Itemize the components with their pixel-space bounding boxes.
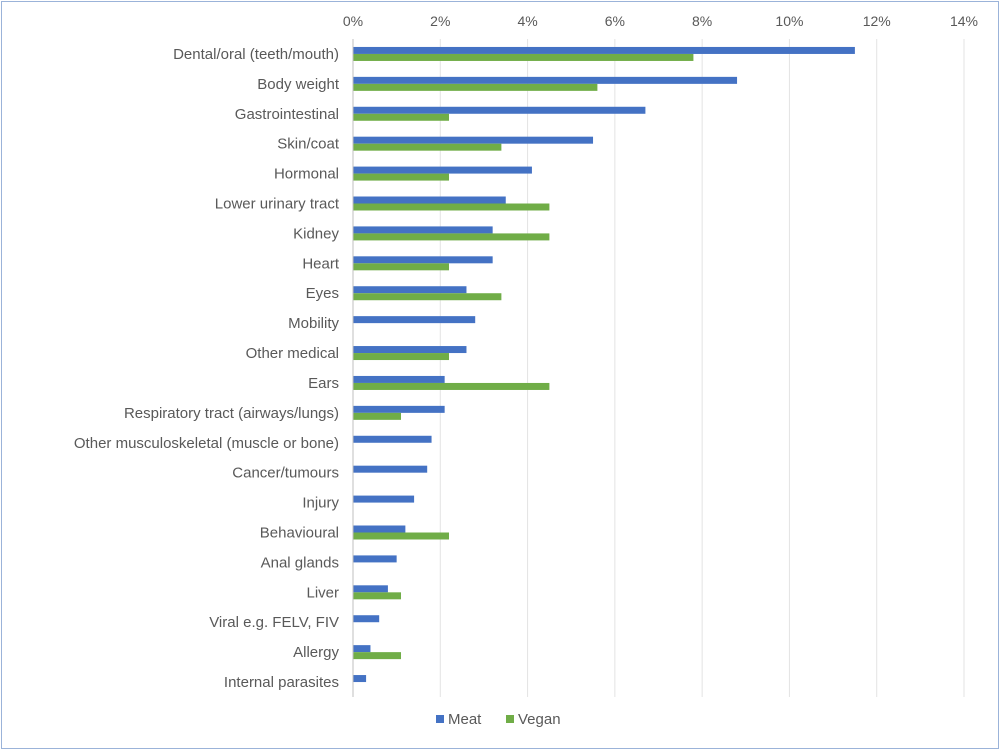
x-tick-label: 0% [343,13,363,29]
bar-vegan [353,592,402,600]
x-tick-label: 8% [692,13,712,29]
category-label: Ears [308,375,339,392]
legend-swatch-meat [436,715,444,723]
bar-meat [353,645,371,653]
x-tick-label: 12% [863,13,891,29]
bar-meat [353,346,467,354]
bar-vegan [353,652,402,660]
category-label: Cancer/tumours [232,465,339,482]
category-label: Dental/oral (teeth/mouth) [173,46,339,63]
bar-meat [353,256,493,264]
bar-vegan [353,53,694,61]
bar-vegan [353,173,450,181]
bars [353,46,855,683]
bar-meat [353,525,406,533]
category-label: Hormonal [274,166,339,183]
x-tick-label: 6% [605,13,625,29]
category-label: Lower urinary tract [215,196,340,213]
x-axis-ticks: 0% 2% 4% 6% 8% 10% 12% 14% [343,13,978,29]
bar-vegan [353,143,502,151]
category-label: Anal glands [261,554,339,571]
bar-meat [353,555,397,563]
category-label: Viral e.g. FELV, FIV [209,614,339,631]
x-tick-label: 14% [950,13,978,29]
category-labels: Dental/oral (teeth/mouth) Body weight Gast… [74,46,340,691]
bar-meat [353,375,445,383]
category-label: Liver [306,584,339,601]
category-label: Eyes [306,285,339,302]
bar-meat [353,465,428,473]
category-label: Other musculoskeletal (muscle or bone) [74,435,339,452]
legend-swatch-vegan [506,715,514,723]
category-label: Allergy [293,644,339,661]
bar-vegan [353,412,402,420]
category-label: Heart [302,255,340,272]
bar-vegan [353,83,598,91]
category-label: Kidney [293,225,339,242]
bar-meat [353,316,476,324]
bar-meat [353,136,594,144]
category-label: Behavioural [260,525,339,542]
bar-vegan [353,293,502,301]
x-tick-label: 10% [775,13,803,29]
bar-vegan [353,532,450,540]
bar-meat [353,615,380,623]
bar-meat [353,286,467,294]
category-label: Internal parasites [224,674,339,691]
bar-meat [353,585,388,593]
bar-meat [353,106,646,114]
bar-meat [353,196,506,204]
category-label: Injury [302,495,339,512]
category-label: Body weight [257,76,340,93]
bar-vegan [353,113,450,121]
legend-label-vegan: Vegan [518,711,561,728]
bar-meat [353,226,493,234]
x-tick-label: 2% [430,13,450,29]
x-tick-label: 4% [517,13,537,29]
bar-meat [353,435,432,443]
category-label: Other medical [246,345,339,362]
bar-vegan [353,233,550,241]
legend: Meat Vegan [436,711,561,728]
bar-meat [353,405,445,413]
bar-vegan [353,203,550,211]
bar-meat [353,495,415,503]
category-label: Respiratory tract (airways/lungs) [124,405,339,422]
bar-vegan [353,353,450,361]
bar-meat [353,46,855,54]
legend-label-meat: Meat [448,711,482,728]
category-label: Skin/coat [277,136,340,153]
category-label: Gastrointestinal [235,106,339,123]
bar-meat [353,166,532,174]
bar-meat [353,76,738,84]
category-label: Mobility [288,315,339,332]
bar-vegan [353,263,450,271]
bar-vegan [353,382,550,390]
bar-meat [353,675,367,683]
